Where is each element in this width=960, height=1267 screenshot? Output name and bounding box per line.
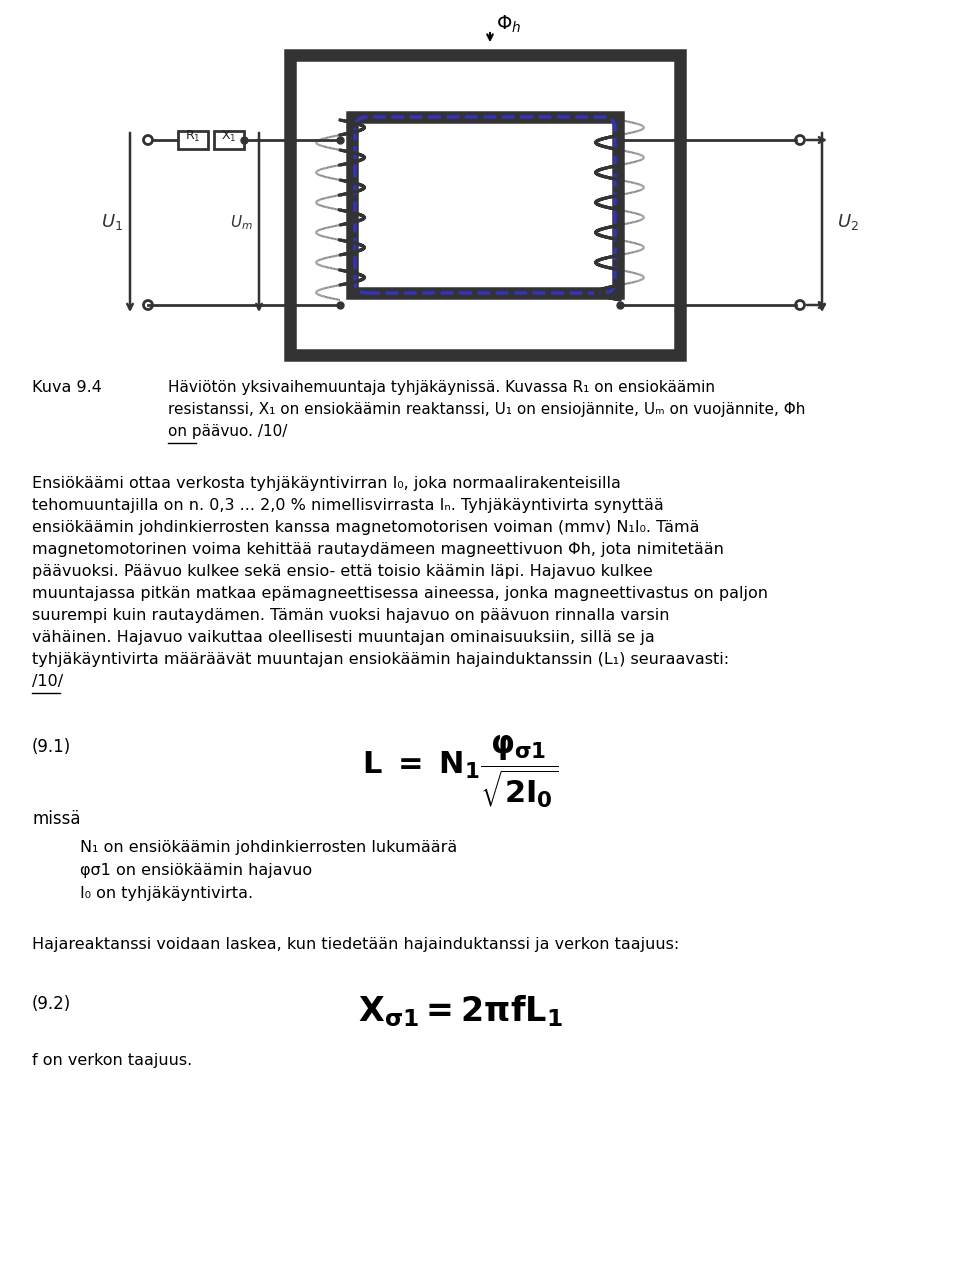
- Text: $\mathbf{X_{\sigma 1} = 2\pi f L_1}$: $\mathbf{X_{\sigma 1} = 2\pi f L_1}$: [357, 993, 563, 1029]
- Text: $\Phi_h$: $\Phi_h$: [496, 14, 521, 35]
- Text: R$_1$: R$_1$: [185, 129, 201, 144]
- Text: resistanssi, X₁ on ensiokäämin reaktanssi, U₁ on ensiojännite, Uₘ on vuojännite,: resistanssi, X₁ on ensiokäämin reaktanss…: [168, 402, 805, 417]
- Text: muuntajassa pitkän matkaa epämagneettisessa aineessa, jonka magneettivastus on p: muuntajassa pitkän matkaa epämagneettise…: [32, 587, 768, 601]
- Bar: [178, 131, 208, 150]
- Text: f on verkon taajuus.: f on verkon taajuus.: [32, 1053, 192, 1068]
- Text: Hajareaktanssi voidaan laskea, kun tiedetään hajainduktanssi ja verkon taajuus:: Hajareaktanssi voidaan laskea, kun tiede…: [32, 938, 680, 952]
- Text: Häviötön yksivaihemuuntaja tyhjäkäynissä. Kuvassa R₁ on ensiokäämin: Häviötön yksivaihemuuntaja tyhjäkäynissä…: [168, 380, 715, 395]
- Text: missä: missä: [32, 810, 81, 829]
- Text: $\mathbf{L \ = \ N_1 \dfrac{\varphi_{\sigma 1}}{\sqrt{2I_0}}}$: $\mathbf{L \ = \ N_1 \dfrac{\varphi_{\si…: [362, 734, 559, 810]
- Text: tehomuuntajilla on n. 0,3 ... 2,0 % nimellisvirrasta Iₙ. Tyhjäkäyntivirta synytt: tehomuuntajilla on n. 0,3 ... 2,0 % nime…: [32, 498, 663, 513]
- Text: U$_2$: U$_2$: [837, 213, 859, 233]
- Bar: [214, 131, 244, 150]
- Text: (9.2): (9.2): [32, 995, 71, 1014]
- Text: U$_1$: U$_1$: [101, 213, 123, 233]
- Text: X$_1$: X$_1$: [222, 129, 237, 144]
- Text: on päävuo. /10/: on päävuo. /10/: [168, 424, 287, 438]
- Text: päävuoksi. Päävuo kulkee sekä ensio- että toisio käämin läpi. Hajavuo kulkee: päävuoksi. Päävuo kulkee sekä ensio- ett…: [32, 564, 653, 579]
- Text: /10/: /10/: [32, 674, 63, 689]
- Text: Kuva 9.4: Kuva 9.4: [32, 380, 102, 395]
- Text: (9.1): (9.1): [32, 737, 71, 756]
- Text: I₀ on tyhjäkäyntivirta.: I₀ on tyhjäkäyntivirta.: [80, 886, 253, 901]
- Text: Ensiökäämi ottaa verkosta tyhjäkäyntivirran I₀, joka normaalirakenteisilla: Ensiökäämi ottaa verkosta tyhjäkäyntivir…: [32, 476, 621, 492]
- Text: φσ1 on ensiökäämin hajavuo: φσ1 on ensiökäämin hajavuo: [80, 863, 312, 878]
- Text: magnetomotorinen voima kehittää rautaydämeen magneettivuon Φh, jota nimitetään: magnetomotorinen voima kehittää rautaydä…: [32, 542, 724, 557]
- Text: N₁ on ensiökäämin johdinkierrosten lukumäärä: N₁ on ensiökäämin johdinkierrosten lukum…: [80, 840, 457, 855]
- Text: suurempi kuin rautaydämen. Tämän vuoksi hajavuo on päävuon rinnalla varsin: suurempi kuin rautaydämen. Tämän vuoksi …: [32, 608, 669, 623]
- Text: vähäinen. Hajavuo vaikuttaa oleellisesti muuntajan ominaisuuksiin, sillä se ja: vähäinen. Hajavuo vaikuttaa oleellisesti…: [32, 630, 655, 645]
- Text: U$_m$: U$_m$: [229, 213, 252, 232]
- Text: ensiökäämin johdinkierrosten kanssa magnetomotorisen voiman (mmv) N₁I₀. Tämä: ensiökäämin johdinkierrosten kanssa magn…: [32, 519, 700, 535]
- Text: tyhjäkäyntivirta määräävät muuntajan ensiokäämin hajainduktanssin (L₁) seuraavas: tyhjäkäyntivirta määräävät muuntajan ens…: [32, 653, 730, 666]
